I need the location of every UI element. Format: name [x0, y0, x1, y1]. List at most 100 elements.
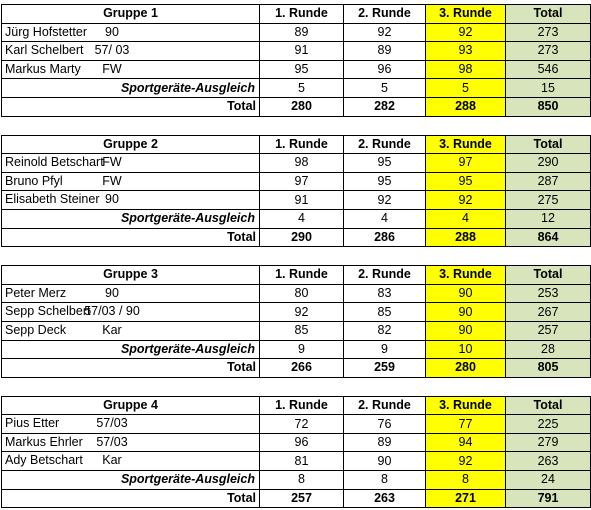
col-header-round1: 1. Runde — [259, 265, 344, 285]
adjustment-round3: 10 — [425, 339, 506, 360]
member-row: Markus Marty FW 95 96 98 546 — [1, 59, 591, 80]
group-grand-total: 791 — [505, 488, 591, 509]
member-cell: Jürg Hofstetter 90 — [1, 22, 260, 43]
member-total: 290 — [505, 153, 591, 173]
round1-score: 92 — [259, 302, 344, 322]
col-header-round3: 3. Runde — [425, 265, 506, 285]
group-grand-total: 864 — [505, 227, 591, 248]
round3-score: 97 — [425, 153, 506, 173]
member-info: 90 — [105, 24, 119, 39]
member-total: 275 — [505, 190, 591, 210]
member-cell: Ady Betschart Kar — [1, 451, 260, 472]
total-row: Total 266 259 280 805 — [1, 358, 591, 378]
round3-score: 77 — [425, 414, 506, 434]
member-cell: Pius Etter 57/03 — [1, 414, 260, 434]
member-cell: Markus Marty FW — [1, 59, 260, 80]
adjustment-total: 15 — [505, 78, 591, 98]
member-name: Sepp Deck — [5, 322, 67, 337]
member-row: Pius Etter 57/03 72 76 77 225 — [1, 414, 591, 434]
member-total: 263 — [505, 451, 591, 472]
member-cell: Markus Ehrler 57/03 — [1, 432, 260, 453]
total-round2: 286 — [343, 227, 426, 248]
member-cell: Sepp Deck Kar — [1, 320, 260, 341]
total-label: Total — [1, 227, 260, 248]
member-cell: Elisabeth Steiner 90 — [1, 190, 260, 210]
member-name: Jürg Hofstetter — [5, 24, 87, 39]
total-round3: 288 — [425, 227, 506, 248]
col-header-total: Total — [505, 265, 591, 285]
round1-score: 80 — [259, 283, 344, 304]
round2-score: 90 — [343, 451, 426, 472]
col-header-round2: 2. Runde — [343, 4, 426, 24]
adjustment-total: 24 — [505, 470, 591, 490]
member-name: Bruno Pfyl — [5, 173, 63, 188]
col-header-round2: 2. Runde — [343, 265, 426, 285]
member-total: 253 — [505, 283, 591, 304]
member-info: 57/03 / 90 — [84, 304, 140, 319]
round3-score: 94 — [425, 432, 506, 453]
total-row: Total 257 263 271 791 — [1, 488, 591, 509]
member-cell: Sepp Schelbert 57/03 / 90 — [1, 302, 260, 322]
adjustment-row: Sportgeräte-Ausgleich 9 9 10 28 — [1, 339, 591, 360]
group-title: Gruppe 3 — [1, 265, 260, 285]
group-table: Gruppe 3 1. Runde 2. Runde 3. Runde Tota… — [1, 265, 591, 378]
adjustment-total: 28 — [505, 339, 591, 360]
round1-score: 89 — [259, 22, 344, 43]
member-info: Kar — [102, 322, 122, 337]
member-total: 287 — [505, 171, 591, 192]
member-name: Sepp Schelbert — [5, 304, 91, 319]
col-header-round1: 1. Runde — [259, 4, 344, 24]
member-info: 57/03 — [96, 434, 128, 449]
round2-score: 85 — [343, 302, 426, 322]
col-header-round3: 3. Runde — [425, 134, 506, 155]
round1-score: 91 — [259, 190, 344, 210]
group-table: Gruppe 2 1. Runde 2. Runde 3. Runde Tota… — [1, 134, 591, 248]
round3-score: 98 — [425, 59, 506, 80]
adjustment-round3: 5 — [425, 78, 506, 98]
round3-score: 92 — [425, 22, 506, 43]
member-total: 279 — [505, 432, 591, 453]
total-round1: 290 — [259, 227, 344, 248]
adjustment-round1: 8 — [259, 470, 344, 490]
adjustment-total: 12 — [505, 208, 591, 229]
adjustment-round2: 9 — [343, 339, 426, 360]
member-row: Jürg Hofstetter 90 89 92 92 273 — [1, 22, 591, 43]
member-row: Markus Ehrler 57/03 96 89 94 279 — [1, 432, 591, 453]
round2-score: 82 — [343, 320, 426, 341]
adjustment-row: Sportgeräte-Ausgleich 8 8 8 24 — [1, 470, 591, 490]
total-label: Total — [1, 358, 260, 378]
group-header-row: Gruppe 2 1. Runde 2. Runde 3. Runde Tota… — [1, 134, 591, 155]
round2-score: 92 — [343, 22, 426, 43]
round2-score: 92 — [343, 190, 426, 210]
total-round3: 280 — [425, 358, 506, 378]
adjustment-row: Sportgeräte-Ausgleich 5 5 5 15 — [1, 78, 591, 98]
adjustment-row: Sportgeräte-Ausgleich 4 4 4 12 — [1, 208, 591, 229]
col-header-round3: 3. Runde — [425, 395, 506, 416]
member-info: 57/ 03 — [94, 43, 130, 58]
group-grand-total: 805 — [505, 358, 591, 378]
group-table: Gruppe 4 1. Runde 2. Runde 3. Runde Tota… — [1, 395, 591, 509]
col-header-round2: 2. Runde — [343, 134, 426, 155]
round1-score: 81 — [259, 451, 344, 472]
adjustment-label: Sportgeräte-Ausgleich — [1, 470, 260, 490]
member-info: Kar — [102, 453, 122, 468]
member-total: 257 — [505, 320, 591, 341]
total-round2: 259 — [343, 358, 426, 378]
col-header-round3: 3. Runde — [425, 4, 506, 24]
total-round1: 266 — [259, 358, 344, 378]
round1-score: 97 — [259, 171, 344, 192]
total-round3: 288 — [425, 96, 506, 117]
adjustment-round1: 9 — [259, 339, 344, 360]
group-header-row: Gruppe 3 1. Runde 2. Runde 3. Runde Tota… — [1, 265, 591, 285]
round2-score: 89 — [343, 432, 426, 453]
member-row: Bruno Pfyl FW 97 95 95 287 — [1, 171, 591, 192]
member-name: Peter Merz — [5, 285, 67, 300]
round1-score: 95 — [259, 59, 344, 80]
col-header-total: Total — [505, 395, 591, 416]
total-round2: 282 — [343, 96, 426, 117]
total-label: Total — [1, 488, 260, 509]
member-info: 90 — [105, 192, 119, 207]
member-cell: Peter Merz 90 — [1, 283, 260, 304]
col-header-total: Total — [505, 4, 591, 24]
member-row: Karl Schelbert 57/ 03 91 89 93 273 — [1, 41, 591, 61]
